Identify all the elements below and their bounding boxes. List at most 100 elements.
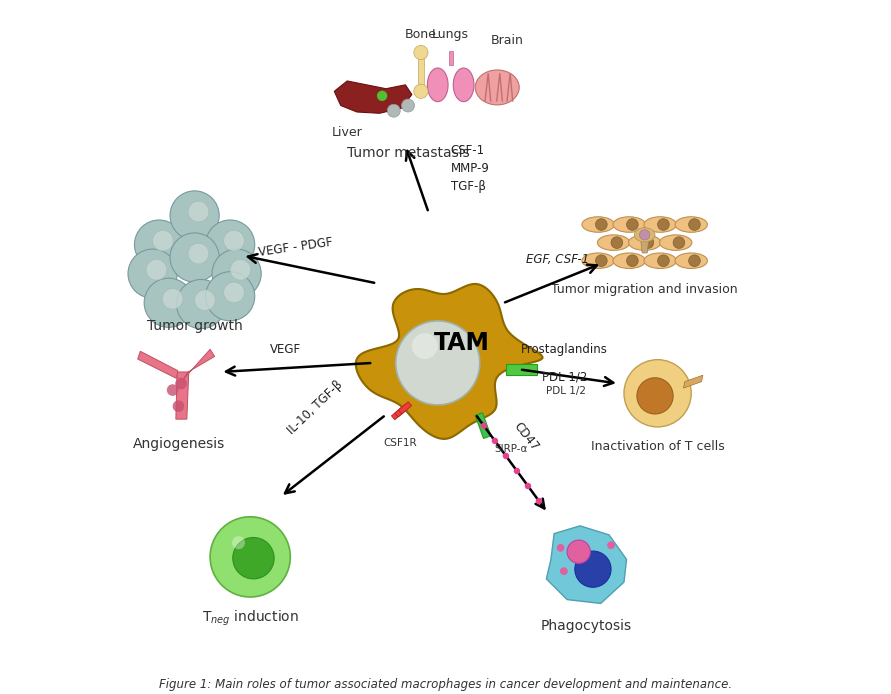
Circle shape [377,91,388,101]
Polygon shape [183,349,215,380]
Text: Tumor growth: Tumor growth [147,319,242,333]
Text: PDL 1/2: PDL 1/2 [546,386,586,396]
Ellipse shape [675,253,707,269]
Text: Tumor metastasis: Tumor metastasis [347,146,470,160]
Text: Inactivation of T cells: Inactivation of T cells [591,440,724,453]
Text: SIRP-α: SIRP-α [495,443,528,454]
Text: VEGF: VEGF [270,344,300,357]
Polygon shape [176,372,189,419]
Circle shape [162,289,183,310]
Text: T$_{neg}$ induction: T$_{neg}$ induction [201,609,298,628]
Ellipse shape [613,217,645,232]
Circle shape [503,452,509,459]
Circle shape [567,540,591,564]
Ellipse shape [582,217,614,232]
Circle shape [642,237,654,248]
Circle shape [206,220,255,269]
Polygon shape [506,364,537,375]
Polygon shape [395,405,408,417]
Circle shape [396,321,479,405]
Polygon shape [683,375,703,388]
Circle shape [135,220,184,269]
Circle shape [188,201,208,222]
Ellipse shape [598,235,630,251]
Circle shape [212,249,261,298]
Polygon shape [418,51,424,92]
Text: IL-10, TGF-β: IL-10, TGF-β [285,378,345,437]
Text: CD47: CD47 [511,420,542,453]
Circle shape [607,541,615,549]
Circle shape [514,468,520,474]
Ellipse shape [628,235,661,251]
Circle shape [224,282,244,303]
Ellipse shape [644,253,676,269]
Circle shape [144,278,193,328]
Polygon shape [391,407,405,420]
Circle shape [626,219,638,230]
Circle shape [595,219,607,230]
Circle shape [206,272,255,321]
Circle shape [224,230,244,251]
Text: Figure 1: Main roles of tumor associated macrophages in cancer development and m: Figure 1: Main roles of tumor associated… [159,677,732,691]
Circle shape [194,290,216,310]
Circle shape [413,45,428,60]
Circle shape [525,483,531,489]
Circle shape [658,255,669,266]
Text: Tumor migration and invasion: Tumor migration and invasion [552,282,738,296]
Circle shape [167,384,178,396]
Circle shape [481,423,487,429]
Circle shape [230,260,251,280]
Circle shape [560,567,568,575]
Text: CSF-1
MMP-9
TGF-β: CSF-1 MMP-9 TGF-β [451,144,489,194]
Text: CSF1R: CSF1R [383,438,417,448]
Ellipse shape [475,70,519,105]
Circle shape [640,230,650,240]
Circle shape [689,219,700,230]
Text: Brain: Brain [490,34,523,47]
Circle shape [232,536,245,549]
Polygon shape [398,402,412,414]
Ellipse shape [659,235,692,251]
Polygon shape [546,526,626,604]
Circle shape [176,378,187,389]
Polygon shape [475,413,491,439]
Text: VEGF - PDGF: VEGF - PDGF [257,236,333,260]
Text: Angiogenesis: Angiogenesis [133,437,225,450]
Ellipse shape [613,253,645,269]
Circle shape [492,438,498,444]
Text: Prostaglandins: Prostaglandins [521,344,608,357]
Circle shape [146,260,167,280]
Circle shape [689,255,700,266]
Circle shape [575,551,611,587]
Ellipse shape [634,228,655,242]
Circle shape [210,517,290,597]
Circle shape [170,233,219,282]
Circle shape [413,84,428,99]
Circle shape [557,544,565,552]
Text: Liver: Liver [331,126,363,139]
Text: EGF, CSF-1: EGF, CSF-1 [527,253,590,266]
Circle shape [673,237,685,248]
Polygon shape [449,51,453,65]
Circle shape [637,378,673,414]
Polygon shape [356,284,543,439]
Circle shape [176,280,225,329]
Circle shape [412,333,437,359]
Circle shape [535,498,543,505]
Circle shape [388,104,400,117]
Polygon shape [138,351,178,378]
Text: TAM: TAM [434,332,489,355]
Circle shape [626,255,638,266]
Text: Phagocytosis: Phagocytosis [541,619,632,633]
Polygon shape [641,240,649,253]
Circle shape [170,191,219,240]
Text: PDL 1/2: PDL 1/2 [542,371,587,384]
Circle shape [128,249,177,298]
Ellipse shape [644,217,676,232]
Circle shape [658,219,669,230]
Circle shape [402,99,414,112]
Ellipse shape [582,253,614,269]
Polygon shape [334,81,412,113]
Text: Lungs: Lungs [432,28,470,41]
Circle shape [611,237,623,248]
